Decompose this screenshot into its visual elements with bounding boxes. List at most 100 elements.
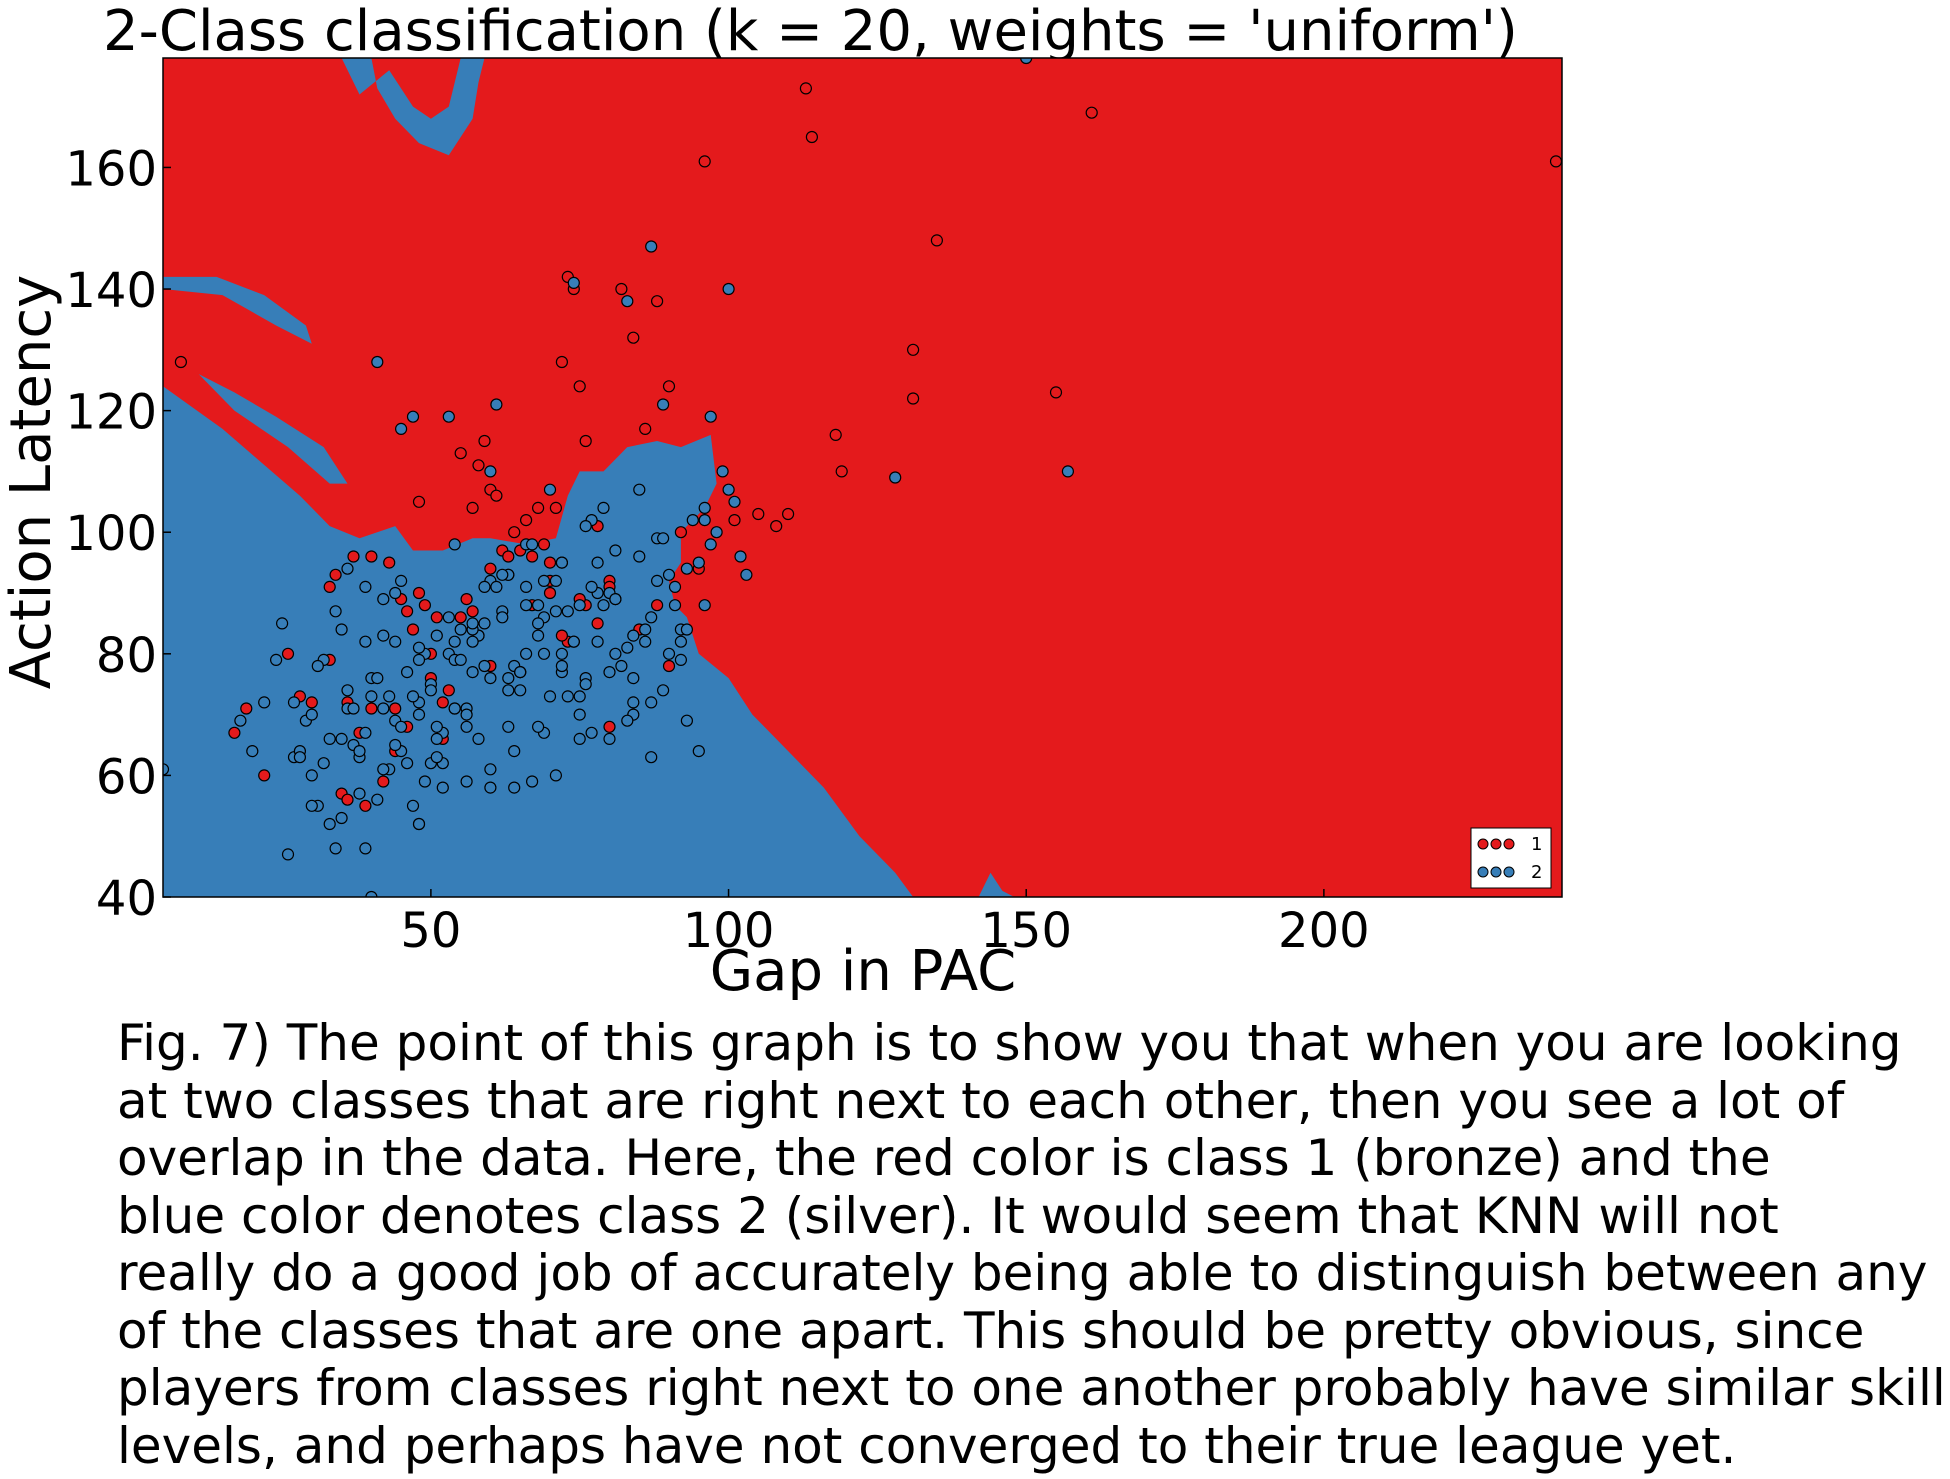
- data-point-class-2: [329, 842, 342, 855]
- data-point-class-1: [389, 702, 402, 715]
- data-point-class-1: [835, 465, 848, 478]
- legend: 12: [1470, 827, 1552, 889]
- data-point-class-2: [353, 787, 366, 800]
- data-point-class-2: [430, 629, 443, 642]
- data-point-class-2: [561, 690, 574, 703]
- data-point-class-1: [305, 696, 318, 709]
- data-point-class-2: [680, 714, 694, 727]
- data-point-class-1: [466, 605, 479, 618]
- data-point-class-2: [519, 647, 533, 660]
- data-point-class-2: [496, 611, 509, 624]
- data-point-class-1: [543, 586, 557, 600]
- data-point-class-2: [371, 793, 384, 806]
- data-point-class-2: [371, 671, 384, 685]
- data-point-class-2: [555, 556, 569, 569]
- data-point-class-2: [633, 550, 646, 563]
- data-point-class-1: [341, 793, 354, 806]
- data-point-class-1: [930, 234, 944, 247]
- data-point-class-2: [395, 422, 408, 435]
- caption-line: at two classes that are right next to ea…: [117, 1071, 1845, 1130]
- region-class-2: [163, 276, 312, 344]
- region-class-2: [323, 58, 485, 156]
- data-point-class-2: [287, 696, 301, 709]
- data-point-class-2: [734, 550, 747, 563]
- y-tick-label: 160: [65, 141, 157, 197]
- legend-marker-2: [1490, 866, 1502, 878]
- data-point-class-1: [442, 684, 455, 697]
- data-point-class-2: [585, 726, 598, 739]
- data-point-class-2: [502, 684, 515, 697]
- legend-label-1: 1: [1531, 834, 1542, 855]
- legend-marker-1: [1477, 838, 1489, 850]
- data-point-class-1: [639, 422, 652, 435]
- data-point-class-2: [430, 720, 443, 733]
- data-point-class-2: [680, 623, 694, 636]
- data-point-class-2: [585, 580, 598, 594]
- y-tick-label: 120: [65, 385, 157, 441]
- data-point-class-2: [591, 635, 604, 648]
- data-point-class-2: [692, 556, 705, 569]
- region-class-2: [198, 374, 348, 484]
- data-point-class-2: [305, 708, 318, 721]
- data-point-class-2: [406, 690, 420, 703]
- y-tick-label: 60: [96, 749, 157, 805]
- data-point-class-1: [472, 459, 485, 472]
- data-point-class-2: [531, 617, 545, 630]
- data-point-class-2: [567, 276, 580, 289]
- data-point-class-1: [698, 155, 711, 168]
- data-point-class-2: [448, 635, 461, 648]
- data-point-class-2: [466, 635, 479, 648]
- data-point-class-2: [359, 842, 372, 855]
- data-point-class-2: [710, 526, 723, 539]
- data-point-class-2: [353, 744, 366, 758]
- data-point-class-2: [573, 708, 586, 721]
- x-tick-label: 50: [400, 903, 461, 959]
- data-point-class-2: [692, 744, 705, 758]
- data-point-class-2: [579, 519, 592, 533]
- data-point-class-1: [1549, 155, 1562, 168]
- data-point-class-2: [531, 720, 545, 733]
- data-point-class-2: [430, 732, 443, 746]
- data-point-class-2: [478, 617, 491, 630]
- data-point-class-2: [514, 665, 527, 679]
- data-point-class-2: [305, 769, 318, 782]
- data-point-class-2: [472, 732, 485, 746]
- data-point-class-2: [573, 732, 586, 746]
- data-point-class-2: [567, 635, 580, 648]
- data-point-class-1: [502, 550, 515, 563]
- data-point-class-2: [234, 714, 247, 727]
- data-point-class-1: [662, 659, 676, 673]
- x-tick-label: 200: [1278, 903, 1370, 959]
- data-point-class-2: [698, 501, 711, 514]
- data-point-class-1: [484, 562, 497, 575]
- data-point-class-2: [484, 671, 497, 685]
- data-point-class-1: [1085, 106, 1098, 119]
- data-point-class-1: [799, 82, 813, 95]
- data-point-class-1: [674, 526, 688, 539]
- data-point-class-2: [525, 538, 539, 551]
- data-point-class-2: [716, 465, 729, 478]
- data-point-class-2: [609, 544, 622, 557]
- legend-marker-2: [1503, 866, 1515, 878]
- data-point-class-2: [519, 580, 533, 594]
- data-point-class-2: [579, 678, 592, 691]
- data-point-class-2: [359, 580, 372, 594]
- data-point-class-2: [496, 568, 509, 581]
- data-point-class-2: [514, 684, 527, 697]
- data-point-class-1: [347, 550, 360, 563]
- data-point-class-1: [359, 799, 372, 812]
- data-point-class-1: [525, 550, 539, 563]
- data-point-class-2: [329, 605, 342, 618]
- data-point-class-2: [335, 811, 348, 825]
- data-point-class-2: [490, 398, 503, 411]
- data-point-class-2: [484, 465, 497, 478]
- data-point-class-1: [603, 720, 616, 733]
- legend-marker-2: [1477, 866, 1489, 878]
- chart-title: 2-Class classification (k = 20, weights …: [103, 0, 1518, 64]
- data-point-class-2: [448, 702, 461, 715]
- data-point-class-1: [281, 647, 295, 660]
- data-point-class-1: [174, 355, 187, 369]
- data-point-class-2: [460, 720, 473, 733]
- data-point-class-2: [531, 599, 545, 612]
- data-point-class-1: [460, 592, 473, 606]
